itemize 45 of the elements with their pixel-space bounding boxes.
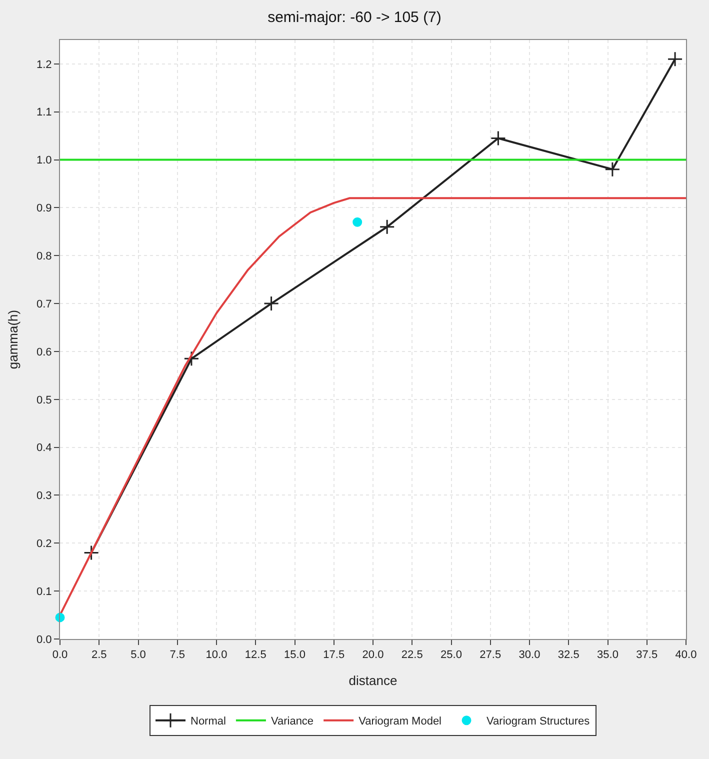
- x-tick-label: 17.5: [323, 649, 345, 662]
- x-tick-label: 32.5: [558, 649, 580, 662]
- point: [84, 544, 100, 560]
- x-tick-label: 37.5: [636, 649, 658, 662]
- x-tick-label: 20.0: [362, 649, 384, 662]
- x-tick-label: 22.5: [401, 649, 423, 662]
- x-tick-label: 15.0: [284, 649, 306, 662]
- x-tick-label: 10.0: [206, 649, 228, 662]
- y-tick-label: 0.1: [36, 586, 52, 598]
- legend-label: Variogram Structures: [486, 716, 590, 728]
- x-tick-label: 12.5: [244, 649, 266, 662]
- legend-label: Variance: [270, 716, 314, 728]
- x-axis-title: distance: [348, 672, 398, 688]
- x-tick-label: 40.0: [675, 649, 697, 662]
- point: [667, 51, 683, 67]
- x-tick-label: 0.0: [52, 649, 68, 662]
- y-tick-label: 0.0: [36, 634, 52, 646]
- legend-label: Normal: [190, 716, 226, 728]
- point: [184, 350, 200, 366]
- point: [490, 130, 506, 146]
- point: [264, 296, 280, 312]
- y-tick-label: 0.5: [36, 394, 52, 406]
- y-tick-label: 1.0: [36, 154, 52, 167]
- y-tick-label: 1.2: [36, 58, 52, 71]
- x-tick-label: 35.0: [597, 649, 618, 662]
- chart-title: semi-major: -60 -> 105 (7): [268, 8, 442, 26]
- point: [604, 162, 620, 178]
- x-tick-label: 25.0: [440, 649, 462, 662]
- y-tick-label: 0.4: [36, 442, 52, 454]
- y-tick-label: 0.8: [36, 250, 52, 262]
- point: [379, 219, 395, 235]
- y-tick-label: 0.7: [36, 298, 52, 310]
- point: [352, 217, 362, 227]
- x-tick-label: 7.5: [170, 649, 186, 662]
- legend-label: Variogram Model: [358, 716, 442, 728]
- y-tick-label: 1.1: [36, 106, 52, 119]
- x-tick-label: 2.5: [91, 649, 107, 662]
- y-tick-label: 0.3: [36, 490, 52, 502]
- y-tick-label: 0.2: [36, 538, 52, 550]
- x-tick-label: 27.5: [480, 649, 502, 662]
- y-axis-title: gamma(h): [5, 310, 20, 370]
- x-tick-label: 5.0: [130, 649, 146, 662]
- y-tick-label: 0.6: [36, 346, 52, 358]
- y-tick-label: 0.9: [36, 202, 52, 215]
- x-tick-label: 30.0: [518, 649, 540, 662]
